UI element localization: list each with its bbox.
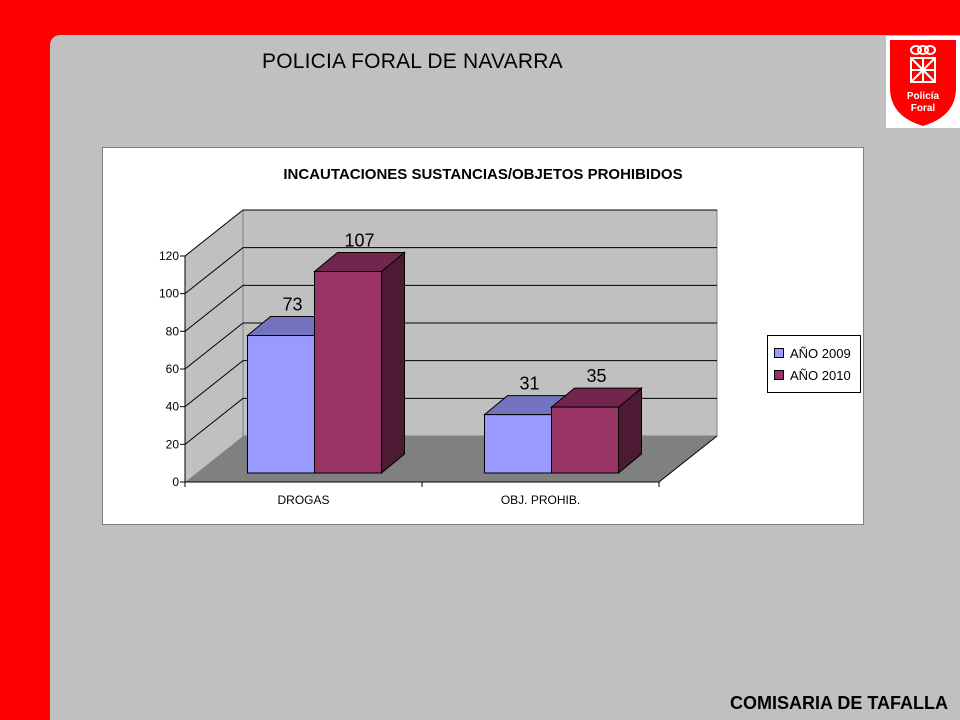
- legend-item-2009: AÑO 2009: [774, 345, 851, 361]
- y-tick-label: 60: [166, 362, 180, 376]
- y-tick-label: 100: [159, 287, 179, 301]
- data-label: 73: [282, 295, 302, 315]
- bar: [484, 414, 552, 474]
- legend-swatch-2009: [774, 348, 784, 358]
- bar-side: [381, 251, 405, 475]
- footer-title: COMISARIA DE TAFALLA: [730, 693, 948, 713]
- gridline: [184, 284, 717, 332]
- y-tick-label: 120: [159, 249, 179, 263]
- logo-line1: Policía: [907, 91, 940, 102]
- legend-swatch-2010: [774, 370, 784, 380]
- y-tick-label: 20: [166, 437, 180, 451]
- logo-line2: Foral: [911, 103, 936, 114]
- chart-title: INCAUTACIONES SUSTANCIAS/OBJETOS PROHIBI…: [283, 166, 682, 183]
- bar: [247, 335, 315, 474]
- page-title: POLICIA FORAL DE NAVARRA: [262, 50, 563, 73]
- category-label: DROGAS: [277, 493, 329, 507]
- legend-item-2010: AÑO 2010: [774, 367, 851, 383]
- chart-svg: INCAUTACIONES SUSTANCIAS/OBJETOS PROHIBI…: [159, 166, 718, 507]
- y-tick-label: 0: [172, 475, 179, 489]
- legend-label-2009: AÑO 2009: [790, 345, 851, 361]
- policia-foral-logo: Policía Foral: [886, 36, 960, 128]
- floor-edge: [658, 435, 718, 483]
- chart-legend: AÑO 2009 AÑO 2010: [767, 335, 861, 393]
- gridline: [184, 360, 717, 408]
- bar: [314, 270, 382, 474]
- chart-area: INCAUTACIONES SUSTANCIAS/OBJETOS PROHIBI…: [102, 147, 864, 525]
- legend-label-2010: AÑO 2010: [790, 367, 851, 383]
- category-label: OBJ. PROHIB.: [501, 493, 580, 507]
- y-tick-label: 80: [166, 324, 180, 338]
- y-tick-label: 40: [166, 400, 180, 414]
- gridline: [184, 209, 717, 257]
- navarra-chains-shield-icon: [910, 45, 936, 83]
- bar: [551, 406, 619, 474]
- data-label: 35: [586, 366, 606, 386]
- gridline: [184, 247, 717, 295]
- gridline: [184, 322, 717, 370]
- data-label: 107: [344, 230, 374, 250]
- data-label: 31: [519, 374, 539, 394]
